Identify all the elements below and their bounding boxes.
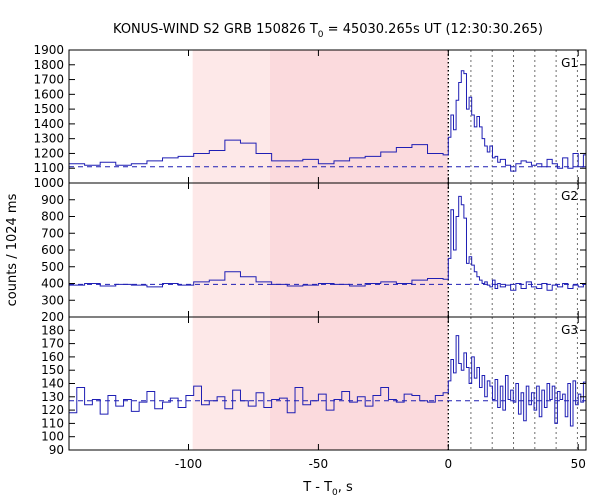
series-line-g3 (69, 335, 586, 427)
shaded-region-2 (269, 317, 449, 450)
y-tick-label: 1200 (33, 146, 64, 160)
y-tick-label: 800 (41, 210, 64, 224)
x-axis-label: T - T0, s (302, 480, 353, 498)
shaded-region-2 (269, 183, 449, 317)
panel-label-g2: G2 (561, 189, 578, 203)
y-tick-label: 500 (41, 260, 64, 274)
y-axis-label: counts / 1024 ms (5, 193, 20, 306)
x-tick-label: 50 (571, 457, 586, 471)
panel-g1: 1000110012001300140015001600170018001900… (33, 43, 587, 190)
y-tick-label: 300 (41, 293, 64, 307)
y-tick-label: 110 (41, 416, 64, 430)
chart-title: KONUS-WIND S2 GRB 150826 T0 = 45030.265s… (113, 22, 543, 40)
y-tick-label: 100 (41, 430, 64, 444)
series-line-g2 (69, 195, 586, 291)
y-tick-label: 140 (41, 377, 64, 391)
y-tick-label: 130 (41, 390, 64, 404)
y-tick-label: 1600 (33, 87, 64, 101)
y-tick-label: 1500 (33, 102, 64, 116)
series-line-g1 (69, 70, 586, 172)
y-tick-label: 1900 (33, 43, 64, 57)
y-tick-label: 1000 (33, 176, 64, 190)
shaded-region-1 (192, 183, 270, 317)
y-tick-label: 120 (41, 403, 64, 417)
panel-frame (68, 316, 587, 451)
y-tick-label: 180 (41, 323, 64, 337)
panel-label-g1: G1 (561, 56, 578, 70)
y-tick-label: 90 (49, 443, 64, 457)
y-tick-label: 600 (41, 243, 64, 257)
y-tick-label: 1300 (33, 132, 64, 146)
y-tick-label: 160 (41, 350, 64, 364)
y-tick-label: 900 (41, 193, 64, 207)
y-tick-label: 200 (41, 310, 64, 324)
x-tick-label: -100 (175, 457, 202, 471)
y-tick-label: 1700 (33, 73, 64, 87)
y-tick-label: 400 (41, 277, 64, 291)
y-tick-label: 1100 (33, 161, 64, 175)
y-tick-label: 170 (41, 337, 64, 351)
panel-label-g3: G3 (561, 323, 578, 337)
x-tick-label: -50 (309, 457, 329, 471)
shaded-region-1 (192, 50, 270, 183)
y-tick-label: 1400 (33, 117, 64, 131)
shaded-region-1 (192, 317, 270, 450)
y-tick-label: 1800 (33, 58, 64, 72)
panels-group: 1000110012001300140015001600170018001900… (33, 43, 587, 471)
y-tick-label: 700 (41, 226, 64, 240)
panel-g2: 200 300 400 500 600 700 800 900 G2 (41, 182, 587, 324)
shaded-region-2 (269, 50, 449, 183)
y-tick-label: 150 (41, 363, 64, 377)
x-tick-label: 0 (444, 457, 452, 471)
